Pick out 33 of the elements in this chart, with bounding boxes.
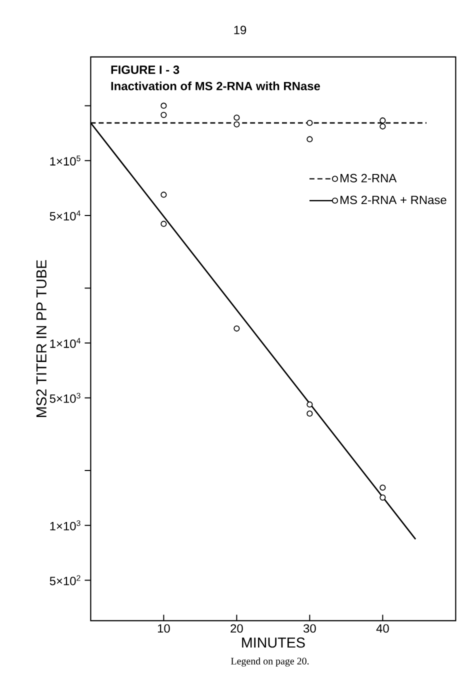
text: Inactivation of MS 2-RNA with RNase xyxy=(111,82,320,90)
y-tick-label: 5×10$^{2}$ xyxy=(50,575,80,586)
legend-label: MS 2-RNA xyxy=(340,174,397,182)
y-tick-label: 5×10$^{3}$ xyxy=(50,392,80,403)
point xyxy=(306,120,313,126)
y-tick-label: 5×10$^{4}$ xyxy=(50,210,80,220)
y-axis-title: MS2 TITER IN PP TUBE xyxy=(36,260,46,417)
point xyxy=(234,121,240,128)
point xyxy=(380,123,386,130)
point xyxy=(160,112,167,118)
point xyxy=(160,102,167,109)
text: Legend on page 20. xyxy=(230,657,309,667)
x-axis-title: MINUTES xyxy=(242,638,305,648)
point xyxy=(234,325,240,332)
point xyxy=(160,220,167,227)
y-tick-label: 1×10$^{4}$ xyxy=(50,338,80,348)
text: FIGURE I - 3 xyxy=(111,66,180,74)
text: 19 xyxy=(234,26,246,34)
point xyxy=(380,117,386,124)
x-tick-label: 10 xyxy=(158,624,170,633)
point xyxy=(160,192,167,198)
x-tick-label: 40 xyxy=(376,624,389,633)
x-tick-label: 20 xyxy=(230,624,243,633)
y-tick-label: 1×10$^{3}$ xyxy=(50,520,80,530)
point xyxy=(234,114,240,121)
point xyxy=(306,136,313,142)
point xyxy=(306,401,313,408)
point xyxy=(306,410,313,417)
y-tick-label: 1×10$^{5}$ xyxy=(50,156,80,166)
point xyxy=(380,484,386,491)
legend-label: MS 2-RNA + RNase xyxy=(340,196,446,204)
point xyxy=(380,494,386,501)
x-tick-label: 30 xyxy=(304,624,316,633)
